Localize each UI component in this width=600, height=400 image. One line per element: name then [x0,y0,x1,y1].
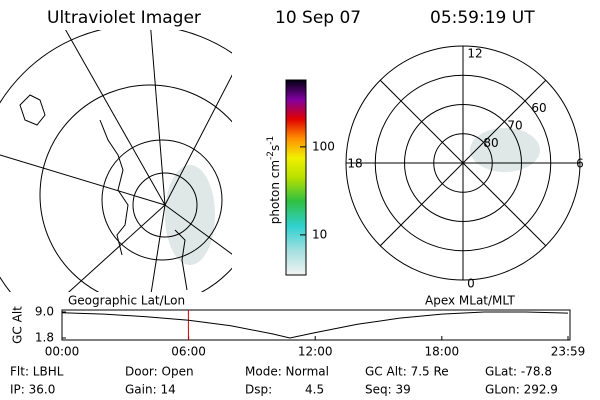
mlt-label: 0 [467,277,475,291]
mlt-label: 6 [576,157,584,171]
time: 05:59:19 UT [430,8,535,28]
info-text: GC Alt: 7.5 Re [365,365,449,379]
info-text: 4.5 [305,383,324,397]
lat-ring [404,104,522,222]
colorbar-unit: photon cm-2s-1 [266,136,282,225]
info-text: Flt: LBHL [10,365,64,379]
date: 10 Sep 07 [275,8,361,28]
map-label: Apex MLat/MLT [425,294,515,308]
plot-frame [61,309,571,341]
info-text: Gain: 14 [125,383,176,397]
lat-ring [433,133,493,193]
mlt-label: 12 [467,47,482,61]
lat-ring-label: 80 [483,136,498,150]
geo-map [0,30,232,292]
mlt-label: 18 [347,157,362,171]
info-text: Door: Open [125,365,194,379]
altitude-curve [61,311,569,339]
x-tick-label: 18:00 [425,345,460,359]
x-tick-label: 23:59 [551,345,586,359]
colorbar [285,79,307,276]
info-text: Dsp: [245,383,272,397]
info-text: GLat: -78.8 [485,365,552,379]
info-text: GLon: 292.9 [485,383,558,397]
polar-map: 12 18 6 0 [345,45,584,291]
title: Ultraviolet Imager [47,8,201,28]
colorbar-tick-label: 10 [312,227,327,241]
y-axis-label: GC Alt [11,306,25,344]
lat-ring-label: 60 [531,101,546,115]
info-text: Seq: 39 [365,383,411,397]
lat-ring-label: 70 [507,118,522,132]
x-tick-label: 06:00 [171,345,206,359]
colorbar-tick-label: 100 [312,139,335,153]
info-text: IP: 36.0 [10,383,55,397]
info-text: Mode: Normal [245,365,329,379]
map-label: Geographic Lat/Lon [68,294,185,308]
lat-ring [374,74,552,252]
x-tick-label: 00:00 [45,345,80,359]
y-tick-label: 9.0 [35,305,54,319]
y-tick-label: 1.8 [35,331,54,345]
x-tick-label: 12:00 [298,345,333,359]
